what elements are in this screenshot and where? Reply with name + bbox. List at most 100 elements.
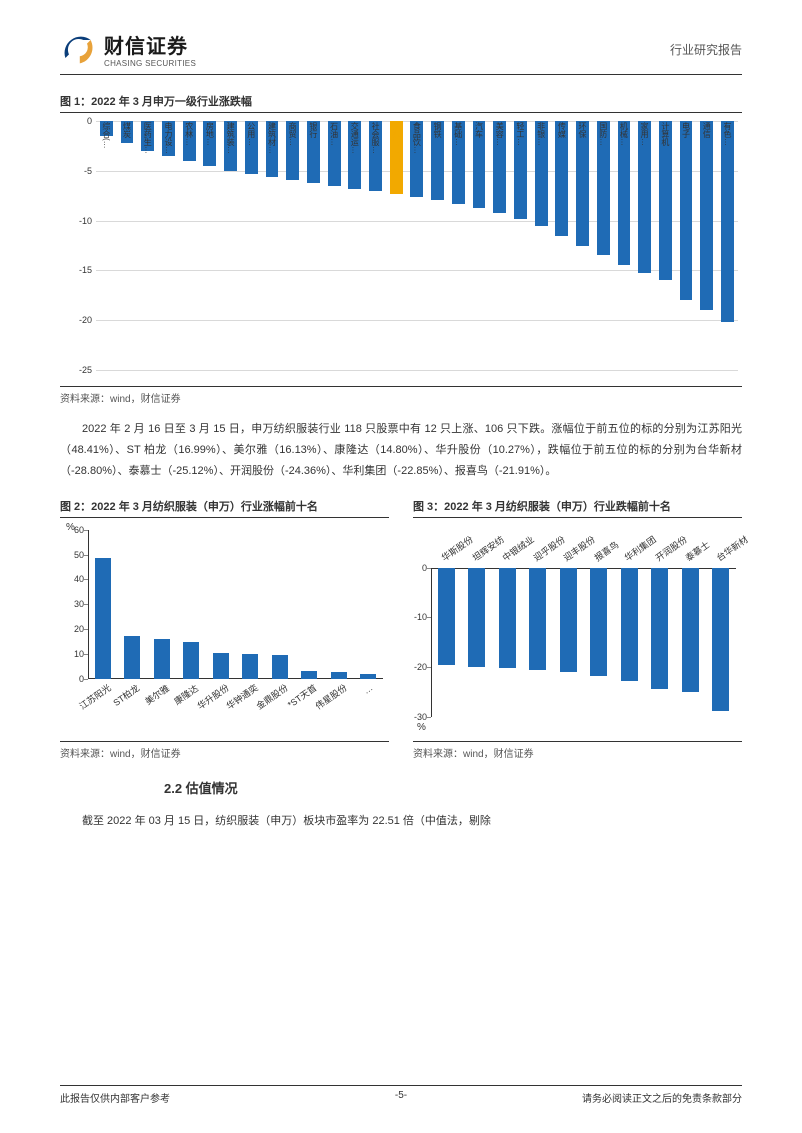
two-column-charts: 图 2：2022 年 3 月纺织服装（申万）行业涨幅前十名 %010203040… <box>60 492 742 760</box>
bar-category-label: 煤炭 <box>122 122 133 138</box>
bar <box>95 558 111 678</box>
bar-category-label: 国防… <box>598 122 609 146</box>
bar <box>438 568 455 665</box>
bar <box>721 121 734 322</box>
bar-category-label: 钢铁 <box>432 122 443 138</box>
bar-category-label: 纺织服装(申万) <box>391 122 402 175</box>
bar <box>576 121 589 246</box>
page-footer: 此报告仅供内部客户参考 -5- 请务必阅读正文之后的免责条款部分 <box>60 1085 742 1105</box>
chart-1-canvas: 0 -5 -10 -15 -20 -25 综合(… 煤炭医药生… 电力设… 农林… 房地… 建筑装… 公… <box>60 117 742 382</box>
logo-block: 财信证券 CHASING SECURITIES <box>60 30 196 68</box>
y-tick-label: 40 <box>74 574 88 584</box>
y-tick-label: 0 <box>422 563 431 573</box>
figure-3: 图 3：2022 年 3 月纺织服装（申万）行业跌幅前十名 华斯股份坦辉安纺中银… <box>413 492 742 760</box>
footer-right: 请务必阅读正文之后的免责条款部分 <box>582 1090 742 1105</box>
bar-category-label: 建筑装… <box>225 122 236 154</box>
y-tick-label: -20 <box>414 662 431 672</box>
bar <box>700 121 713 310</box>
bar-category-label: 基础… <box>453 122 464 146</box>
bar <box>183 642 199 679</box>
page-header: 财信证券 CHASING SECURITIES 行业研究报告 <box>60 30 742 75</box>
y-tick-label: -10 <box>414 612 431 622</box>
bar <box>242 654 258 679</box>
y-tick-label: 30 <box>74 599 88 609</box>
x-tick-label: … <box>362 682 375 695</box>
figure-2: 图 2：2022 年 3 月纺织服装（申万）行业涨幅前十名 %010203040… <box>60 492 389 760</box>
y-tick-label: 50 <box>74 550 88 560</box>
y-tick-label: -20 <box>79 315 96 325</box>
bar-category-label: 机械… <box>618 122 629 146</box>
bar-category-label: 农林… <box>184 122 195 146</box>
x-tick-label: 台华新材 <box>713 532 750 563</box>
x-tick-label: 江苏阳光 <box>76 681 113 712</box>
page-number: -5- <box>395 1090 407 1101</box>
y-tick-label: 10 <box>74 649 88 659</box>
bar-category-label: 食品饮… <box>411 122 422 154</box>
footer-left: 此报告仅供内部客户参考 <box>60 1090 170 1105</box>
bar-category-label: 电子 <box>681 122 692 138</box>
bar <box>124 636 140 678</box>
logo-text: 财信证券 CHASING SECURITIES <box>104 30 196 68</box>
bar <box>590 568 607 677</box>
company-name-en: CHASING SECURITIES <box>104 59 196 68</box>
bar-category-label: 交通运… <box>349 122 360 154</box>
bar-category-label: 银行 <box>308 122 319 138</box>
bar <box>360 674 376 679</box>
y-tick-label: -30 <box>414 712 431 722</box>
bar <box>682 568 699 693</box>
bar <box>301 671 317 679</box>
bar-category-label: 建筑材… <box>266 122 277 154</box>
figure-1-title: 图 1：2022 年 3 月申万一级行业涨跌幅 <box>60 93 742 113</box>
y-tick-label: -10 <box>79 216 96 226</box>
y-tick-label: 0 <box>87 116 96 126</box>
bar <box>154 639 170 679</box>
bar-category-label: 房地… <box>204 122 215 146</box>
unit-label: % <box>417 722 426 733</box>
y-tick-label: -25 <box>79 365 96 375</box>
bar-category-label: 轻工… <box>515 122 526 146</box>
bar-category-label: 电力设… <box>163 122 174 154</box>
y-tick-label: -15 <box>79 265 96 275</box>
bar-category-label: 传媒 <box>556 122 567 138</box>
x-tick-label: 美尔雅 <box>142 681 172 707</box>
bar-category-label: 通信 <box>701 122 712 138</box>
bar <box>499 568 516 669</box>
figure-2-title: 图 2：2022 年 3 月纺织服装（申万）行业涨幅前十名 <box>60 498 389 518</box>
bar <box>651 568 668 689</box>
bar-category-label: 综合(… <box>101 122 112 149</box>
bar-category-label: 社会服… <box>370 122 381 154</box>
figure-3-source: 资料来源：wind，财信证券 <box>413 741 742 760</box>
bar-category-label: 非银… <box>536 122 547 146</box>
y-tick-label: -5 <box>84 166 96 176</box>
bar-category-label: 计算机 <box>660 122 671 146</box>
bar-category-label: 石油… <box>329 122 340 146</box>
chart-3-canvas: 华斯股份坦辉安纺中银绒业迎乎股份迎丰股份报喜鸟华利集团开润股份泰慕士台华新材 0… <box>413 522 742 737</box>
figure-1: 图 1：2022 年 3 月申万一级行业涨跌幅 0 -5 -10 -15 -20 -25 综… <box>60 93 742 405</box>
bar-category-label: 商贸… <box>287 122 298 146</box>
company-logo-icon <box>60 31 96 67</box>
bar <box>331 672 347 678</box>
y-tick-label: 60 <box>74 525 88 535</box>
bar <box>712 568 729 711</box>
doc-type: 行业研究报告 <box>670 41 742 58</box>
bar-category-label: 美容… <box>494 122 505 146</box>
bar <box>621 568 638 682</box>
company-name-cn: 财信证券 <box>104 30 196 59</box>
bar <box>213 653 229 679</box>
bar-category-label: 医药生… <box>142 122 153 154</box>
bar-category-label: 家用… <box>639 122 650 146</box>
bar <box>272 655 288 679</box>
bar <box>555 121 568 236</box>
trailing-paragraph: 截至 2022 年 03 月 15 日，纺织服装（申万）板块市盈率为 22.51… <box>60 811 742 832</box>
figure-2-source: 资料来源：wind，财信证券 <box>60 741 389 760</box>
figure-3-title: 图 3：2022 年 3 月纺织服装（申万）行业跌幅前十名 <box>413 498 742 518</box>
chart-2-canvas: %0102030405060 江苏阳光ST柏龙美尔雅康隆达华升股份华钟通奕金鼎股… <box>60 522 389 737</box>
bar-category-label: 汽车 <box>474 122 485 138</box>
y-tick-label: 0 <box>79 674 88 684</box>
body-paragraph: 2022 年 2 月 16 日至 3 月 15 日，申万纺织服装行业 118 只… <box>60 419 742 482</box>
bar <box>680 121 693 300</box>
bar <box>468 568 485 667</box>
bar-category-label: 有色… <box>722 122 733 146</box>
figure-1-source: 资料来源：wind，财信证券 <box>60 386 742 405</box>
bar-category-label: 公用… <box>246 122 257 146</box>
